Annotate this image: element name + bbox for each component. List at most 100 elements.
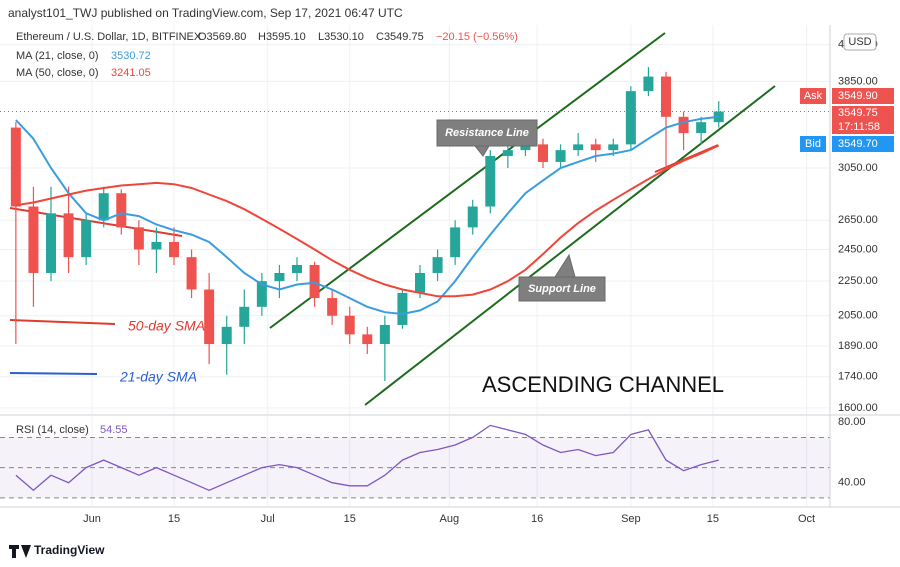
annotation: ASCENDING CHANNEL [482,372,724,397]
footer-brand: TradingView [34,543,105,557]
candle-body [292,264,302,273]
legend-ma21: MA (21, close, 0) [16,50,99,62]
candle-body [362,334,373,345]
candle-body [221,326,232,345]
x-tick-label: Oct [798,513,815,525]
candle-body [661,76,671,117]
candle-body [116,193,127,228]
candle-body [643,76,654,92]
publish-header: analyst101_TWJ published on TradingView.… [8,6,403,20]
y-tick-label: 2050.00 [838,310,878,322]
candle-body [608,144,619,151]
grid [0,25,830,506]
candle-body [555,150,566,162]
last-box [832,106,894,134]
ask-label-box [800,88,826,104]
candle-body [573,144,584,151]
x-tick-label: 15 [168,513,180,525]
rsi-line [15,424,719,492]
candle-body [590,144,601,151]
bid-label: Bid [805,138,821,150]
candle-body [28,206,39,273]
legend-change: −20.15 (−0.56%) [436,31,518,43]
legend-ma50-value: 3241.05 [111,67,151,79]
x-tick-label: Jul [261,513,275,525]
y-tick-label: 1600.00 [838,402,878,414]
candle-body [186,257,197,290]
y-tick-label: 2650.00 [838,214,878,226]
ask-box [832,88,894,104]
ask: 3549.90 [838,90,878,102]
trend-line [9,207,183,237]
candle-body [502,150,513,156]
candle-body [397,292,408,325]
sma21-marker [9,372,98,375]
currency: USD [848,36,871,48]
candle-body [274,272,285,282]
bid-box [832,136,894,152]
candle-body [309,264,320,299]
candle-body [133,227,144,250]
candle-body [678,116,689,134]
candle-body [432,257,443,273]
candle-body [239,306,250,327]
y-tick-label: 3050.00 [838,162,878,174]
bid: 3549.70 [838,138,878,150]
legend-high: H3595.10 [258,31,306,43]
ask-label: Ask [804,90,823,102]
x-tick-label: Jun [83,513,101,525]
candle-body [327,298,338,316]
legend-low: L3530.10 [318,31,364,43]
rsi-tick-label: 40.00 [838,477,866,489]
ma-line [15,115,719,316]
legend-close: C3549.75 [376,31,424,43]
y-tick-label: 2250.00 [838,275,878,287]
annotation: 21-day SMA [119,369,197,385]
countdown: 17:11:58 [838,121,880,133]
candle-body [81,220,92,258]
legend-ma50: MA (50, close, 0) [16,67,99,79]
y-tick-label: 2450.00 [838,243,878,255]
candle-body [625,91,636,145]
y-tick-label: 3850.00 [838,75,878,87]
candle-body [538,144,548,162]
resistance-callout [436,119,538,157]
candle-body [204,289,215,345]
support-line [364,85,776,406]
legend-symbol: Ethereum / U.S. Dollar, 1D, BITFINEX [16,31,202,43]
candle-body [256,281,267,307]
candle-body [344,315,355,335]
candle-body [450,227,461,258]
candle-body [151,241,162,250]
currency-badge [843,33,877,51]
annotation: 50-day SMA [128,318,205,334]
ma-line [15,144,720,298]
y-tick-label: 1740.00 [838,371,878,383]
resistance-line [269,32,666,329]
candle-body [485,155,496,207]
support-callout [518,253,606,302]
sma50-marker [9,319,116,325]
legend-ma21-value: 3530.72 [111,50,151,62]
tv-logo [9,545,31,558]
plot [0,67,830,499]
x-tick-label: Sep [621,513,641,525]
candle-body [415,272,425,293]
x-tick-label: 16 [531,513,543,525]
x-tick-label: Aug [439,513,459,525]
candle-body [713,111,724,123]
annotation: Resistance Line [445,127,529,139]
rsi-tick-label: 80.00 [838,416,866,428]
candle-body [63,213,74,258]
rsi-value: 54.55 [100,424,128,436]
candle-body [520,144,531,151]
candle-body [696,122,707,134]
candle-body [10,127,21,207]
candle-body [467,206,478,228]
x-tick-label: 15 [344,513,356,525]
rsi-title: RSI (14, close) [16,424,89,436]
bid-label-box [800,136,826,152]
candle-body [169,241,179,258]
